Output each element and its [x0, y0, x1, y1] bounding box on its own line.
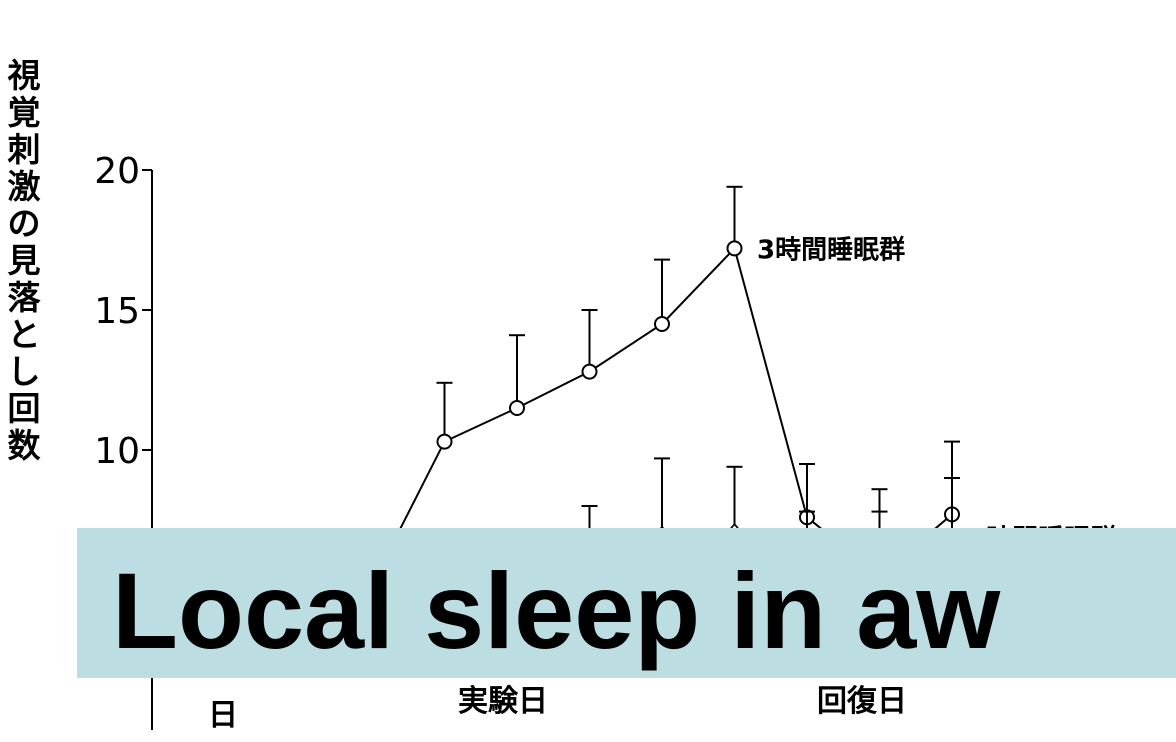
y-axis-label-char: の [7, 204, 41, 243]
data-point-circle [436, 433, 453, 450]
data-point-circle [654, 316, 670, 332]
x-group-label-first: 日 [208, 698, 238, 733]
y-axis-label-char: 落 [7, 278, 41, 317]
y-tick-label: 10 [94, 431, 140, 472]
y-axis-label-char: と [7, 315, 41, 354]
y-tick-label: 20 [94, 151, 140, 192]
y-tick-label: 15 [94, 291, 140, 332]
y-axis-label-char: 視 [7, 56, 41, 95]
y-axis-label-char: 見 [7, 241, 41, 280]
y-axis-label-char: 激 [7, 167, 41, 206]
y-axis-label-char: 刺 [7, 130, 41, 169]
banner-title: Local sleep in aw [112, 550, 1001, 671]
y-axis-label-char: 数 [7, 426, 41, 465]
x-group-label-recovery: 回復日 [817, 684, 907, 719]
title-banner [77, 528, 1176, 678]
y-axis-label-char: 覚 [7, 93, 41, 132]
data-point-circle [581, 363, 598, 380]
series-label-1: 3時間睡眠群 [757, 235, 905, 265]
data-point-circle [509, 400, 525, 416]
y-axis-label-char: し [7, 352, 41, 391]
data-point-circle [726, 240, 743, 257]
x-group-label-experiment: 実験日 [458, 684, 548, 719]
y-axis-label-char: 回 [7, 389, 41, 428]
